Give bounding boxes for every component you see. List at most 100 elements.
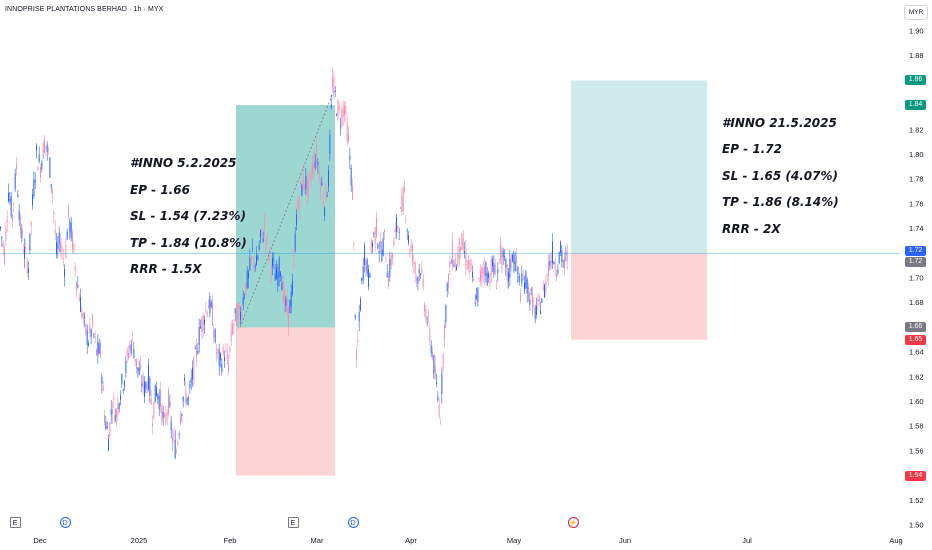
candle: [512, 254, 513, 262]
candle: [274, 273, 276, 281]
candle: [516, 255, 517, 262]
candle: [360, 299, 361, 311]
candle: [268, 254, 269, 260]
price-tag: 1.86: [905, 75, 926, 86]
candle: [104, 414, 105, 423]
trade1-profit-zone: [236, 105, 335, 328]
candle: [41, 162, 43, 170]
candle: [78, 297, 80, 302]
candle: [224, 357, 225, 361]
candle: [446, 283, 448, 292]
candle: [526, 279, 528, 294]
candle: [150, 398, 152, 405]
candle: [460, 247, 461, 251]
candle: [325, 183, 327, 201]
candle: [525, 271, 527, 289]
price-tag: 1.72: [905, 245, 926, 256]
candle: [84, 316, 85, 318]
candle: [361, 278, 363, 282]
candle: [536, 306, 537, 316]
candle: [137, 367, 139, 371]
candle: [76, 282, 77, 290]
candle: [397, 226, 399, 229]
candle: [448, 274, 449, 288]
candle: [304, 184, 305, 187]
candle: [157, 393, 159, 400]
candle: [234, 308, 236, 314]
candle: [300, 181, 301, 185]
candle: [281, 282, 283, 291]
candle: [389, 258, 391, 278]
candle: [192, 367, 193, 380]
candle: [56, 241, 57, 255]
candle: [553, 262, 555, 265]
candle: [301, 184, 303, 196]
candle: [156, 387, 157, 396]
candle: [494, 264, 496, 275]
candle: [554, 262, 556, 270]
trade2-rrr: RRR - 2X: [722, 222, 781, 236]
candle: [6, 219, 8, 223]
candle: [290, 291, 292, 307]
candle: [189, 383, 191, 388]
candle: [201, 317, 203, 332]
candle: [196, 345, 197, 358]
candle: [248, 272, 249, 279]
candle: [81, 310, 83, 317]
dividend-marker[interactable]: D: [59, 517, 71, 528]
split-event-marker[interactable]: ⚡: [567, 517, 579, 528]
candle: [413, 262, 415, 265]
currency-button[interactable]: MYR: [904, 5, 928, 20]
candle: [198, 326, 200, 345]
candle: [338, 106, 340, 110]
candle: [34, 179, 36, 183]
candle: [388, 276, 389, 287]
price-tag: 1.66: [905, 322, 926, 333]
candle: [566, 250, 568, 262]
dividend-marker[interactable]: D: [347, 517, 359, 528]
candle: [482, 268, 484, 274]
candle: [370, 241, 372, 253]
candle: [436, 382, 437, 385]
candle: [362, 266, 364, 281]
candle: [42, 143, 44, 160]
candle: [152, 422, 153, 426]
candle: [333, 77, 335, 93]
candle: [481, 266, 483, 280]
candle: [560, 242, 561, 254]
candle: [354, 315, 356, 318]
candle: [4, 249, 5, 264]
y-axis-tick: 1.52: [909, 496, 924, 505]
candle: [60, 242, 61, 252]
candle: [313, 156, 315, 173]
candle: [520, 294, 521, 302]
candle: [217, 348, 219, 352]
candle: [146, 383, 148, 391]
candle: [469, 260, 471, 273]
y-axis-tick: 1.80: [909, 150, 924, 159]
candle: [412, 245, 413, 263]
symbol-title[interactable]: INNOPRISE PLANTATIONS BERHAD · 1h · MYX: [5, 6, 164, 13]
price-tag: 1.84: [905, 100, 926, 111]
candle: [522, 278, 524, 280]
candle: [94, 336, 96, 339]
candle: [328, 170, 329, 187]
candle: [220, 353, 221, 361]
candle: [32, 194, 33, 205]
candle: [174, 439, 176, 459]
candle: [17, 194, 19, 197]
earnings-marker[interactable]: E: [9, 517, 21, 528]
candle: [402, 188, 404, 212]
candle: [180, 417, 181, 424]
candle: [502, 250, 504, 258]
x-axis-tick: Jul: [742, 536, 752, 545]
x-axis-tick: Jun: [619, 536, 631, 545]
candle: [90, 329, 92, 337]
candle: [557, 269, 559, 274]
earnings-marker[interactable]: E: [287, 517, 299, 528]
candle: [118, 403, 120, 410]
candle: [457, 254, 459, 264]
candle: [390, 255, 392, 267]
